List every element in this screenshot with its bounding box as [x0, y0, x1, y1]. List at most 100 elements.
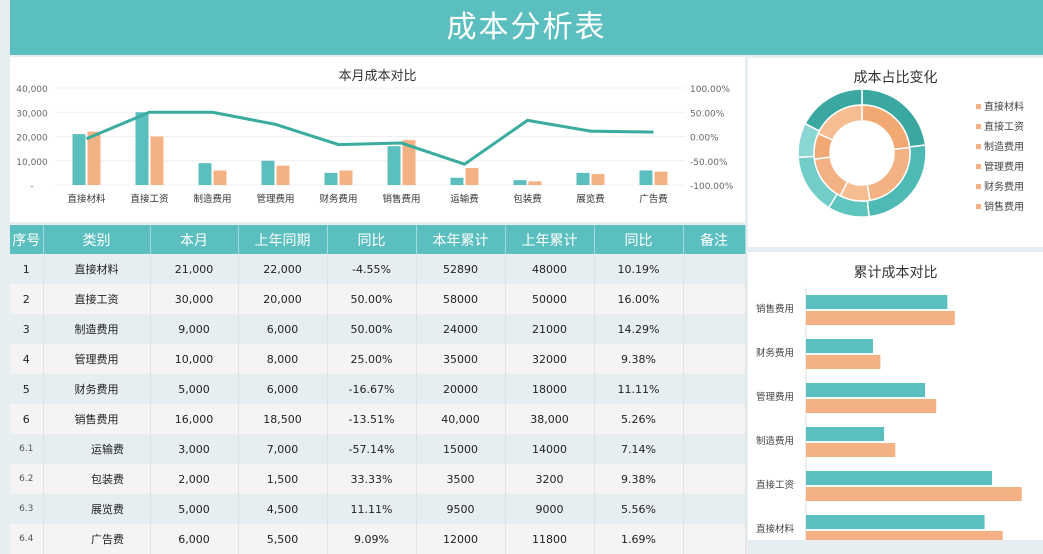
table-cell[interactable]: 9000 [505, 494, 595, 524]
table-cell[interactable]: 5.26% [594, 404, 684, 434]
table-cell[interactable]: 销售费用 [43, 404, 151, 434]
table-cell[interactable]: 52890 [416, 254, 506, 284]
table-cell[interactable]: 3,000 [150, 434, 239, 464]
table-cell[interactable]: 运输费 [43, 434, 151, 464]
table-cell[interactable]: 6,000 [238, 374, 328, 404]
table-cell[interactable]: -57.14% [327, 434, 417, 464]
column-header[interactable]: 本年累计 [416, 225, 506, 254]
column-header[interactable]: 同比 [594, 225, 684, 254]
table-cell[interactable]: 58000 [416, 284, 506, 314]
table-cell[interactable]: 9.38% [594, 344, 684, 374]
table-cell[interactable]: 30,000 [150, 284, 239, 314]
table-cell[interactable]: 5,000 [150, 494, 239, 524]
table-cell[interactable]: 15000 [416, 434, 506, 464]
table-cell[interactable] [683, 284, 746, 314]
table-cell[interactable]: 24000 [416, 314, 506, 344]
table-cell[interactable]: 直接材料 [43, 254, 151, 284]
table-cell[interactable]: 14.29% [594, 314, 684, 344]
table-cell[interactable]: 11.11% [594, 374, 684, 404]
table-cell[interactable]: 包装费 [43, 464, 151, 494]
table-cell[interactable]: 3500 [416, 464, 506, 494]
table-cell[interactable]: 3200 [505, 464, 595, 494]
table-cell[interactable]: 33.33% [327, 464, 417, 494]
column-header[interactable]: 上年累计 [505, 225, 595, 254]
table-cell[interactable]: 50.00% [327, 314, 417, 344]
table-cell[interactable]: 6.3 [10, 494, 44, 524]
table-cell[interactable]: 18,500 [238, 404, 328, 434]
table-cell[interactable]: -4.55% [327, 254, 417, 284]
table-cell[interactable]: 21,000 [150, 254, 239, 284]
table-cell[interactable]: 5 [10, 374, 44, 404]
column-header[interactable]: 本月 [150, 225, 239, 254]
column-header[interactable]: 上年同期 [238, 225, 328, 254]
table-cell[interactable]: 11800 [505, 524, 595, 554]
table-cell[interactable] [683, 524, 746, 554]
table-cell[interactable]: 35000 [416, 344, 506, 374]
column-header[interactable]: 类别 [43, 225, 151, 254]
table-cell[interactable] [683, 494, 746, 524]
table-cell[interactable]: 5.56% [594, 494, 684, 524]
table-cell[interactable]: 1 [10, 254, 44, 284]
table-cell[interactable] [683, 344, 746, 374]
table-cell[interactable]: 1,500 [238, 464, 328, 494]
table-cell[interactable]: 7.14% [594, 434, 684, 464]
table-cell[interactable] [683, 434, 746, 464]
table-cell[interactable]: 5,500 [238, 524, 328, 554]
column-header[interactable]: 同比 [327, 225, 417, 254]
table-cell[interactable]: 2,000 [150, 464, 239, 494]
table-cell[interactable]: 6,000 [238, 314, 328, 344]
table-cell[interactable]: 9.38% [594, 464, 684, 494]
table-cell[interactable]: 6.2 [10, 464, 44, 494]
table-cell[interactable]: 管理费用 [43, 344, 151, 374]
table-cell[interactable]: 2 [10, 284, 44, 314]
table-cell[interactable]: 广告费 [43, 524, 151, 554]
table-cell[interactable]: 12000 [416, 524, 506, 554]
table-cell[interactable]: 20000 [416, 374, 506, 404]
table-cell[interactable]: 22,000 [238, 254, 328, 284]
table-cell[interactable] [683, 374, 746, 404]
table-cell[interactable]: 16.00% [594, 284, 684, 314]
table-cell[interactable]: 6,000 [150, 524, 239, 554]
table-cell[interactable]: 50.00% [327, 284, 417, 314]
table-cell[interactable]: 14000 [505, 434, 595, 464]
table-cell[interactable] [683, 404, 746, 434]
table-cell[interactable]: 3 [10, 314, 44, 344]
table-cell[interactable] [683, 314, 746, 344]
table-cell[interactable]: 40,000 [416, 404, 506, 434]
table-cell[interactable]: 8,000 [238, 344, 328, 374]
table-cell[interactable]: 6.4 [10, 524, 44, 554]
table-cell[interactable]: 25.00% [327, 344, 417, 374]
table-cell[interactable]: 10,000 [150, 344, 239, 374]
legend-label: 直接材料 [984, 100, 1024, 113]
table-cell[interactable]: 16,000 [150, 404, 239, 434]
table-cell[interactable]: 50000 [505, 284, 595, 314]
table-cell[interactable]: 展览费 [43, 494, 151, 524]
column-header[interactable]: 序号 [10, 225, 44, 254]
table-cell[interactable]: 4 [10, 344, 44, 374]
table-cell[interactable] [683, 254, 746, 284]
table-cell[interactable]: 7,000 [238, 434, 328, 464]
table-cell[interactable]: 18000 [505, 374, 595, 404]
table-cell[interactable]: -13.51% [327, 404, 417, 434]
table-cell[interactable]: 9,000 [150, 314, 239, 344]
table-cell[interactable]: 38,000 [505, 404, 595, 434]
table-cell[interactable]: 4,500 [238, 494, 328, 524]
table-cell[interactable]: 21000 [505, 314, 595, 344]
table-cell[interactable]: 5,000 [150, 374, 239, 404]
table-cell[interactable]: 制造费用 [43, 314, 151, 344]
table-cell[interactable]: 32000 [505, 344, 595, 374]
table-cell[interactable]: 6 [10, 404, 44, 434]
table-cell[interactable]: 10.19% [594, 254, 684, 284]
table-cell[interactable]: 11.11% [327, 494, 417, 524]
table-cell[interactable]: 直接工资 [43, 284, 151, 314]
table-cell[interactable]: 20,000 [238, 284, 328, 314]
table-cell[interactable]: 1.69% [594, 524, 684, 554]
column-header[interactable]: 备注 [683, 225, 746, 254]
table-cell[interactable] [683, 464, 746, 494]
table-cell[interactable]: 财务费用 [43, 374, 151, 404]
table-cell[interactable]: -16.67% [327, 374, 417, 404]
table-cell[interactable]: 9.09% [327, 524, 417, 554]
table-cell[interactable]: 6.1 [10, 434, 44, 464]
table-cell[interactable]: 48000 [505, 254, 595, 284]
table-cell[interactable]: 9500 [416, 494, 506, 524]
